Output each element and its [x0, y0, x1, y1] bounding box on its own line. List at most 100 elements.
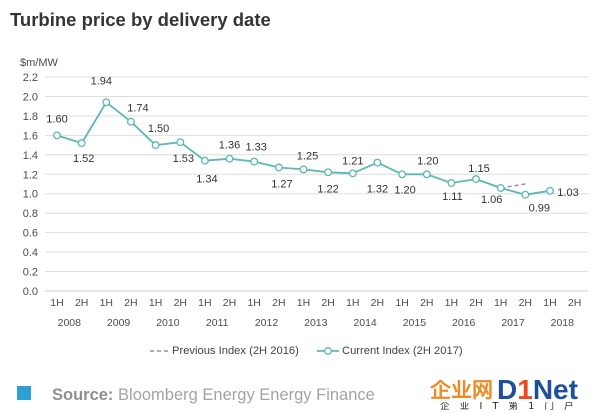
x-tick-label: 2H	[469, 297, 482, 309]
source-name: Bloomberg Energy Energy Finance	[118, 386, 375, 404]
watermark-letter-d: D	[497, 374, 518, 405]
data-point	[200, 156, 209, 165]
x-tick-label: 1H	[297, 297, 310, 309]
legend-swatch-dashed-line	[150, 350, 168, 352]
x-tick-label: 2H	[174, 297, 187, 309]
x-tick-label: 1H	[100, 297, 113, 309]
gridlines	[45, 76, 588, 292]
series-current-index-2h-2017: 1.60 1.52 1.94 1.741.50 1.531.34 1.36 1.33 1.27…	[46, 75, 578, 214]
data-label: 1.20	[394, 184, 415, 196]
data-label: 1.25	[297, 150, 318, 162]
x-tick-label: 2H	[75, 297, 88, 309]
watermark-brand-en: D1Net	[497, 376, 578, 404]
y-tick-label: 0.2	[23, 267, 38, 279]
x-tick-label: 1H	[50, 297, 63, 309]
x-year-label: 2012	[255, 317, 279, 329]
data-label: 0.99	[529, 203, 550, 215]
data-point	[398, 170, 407, 179]
data-label: 1.27	[271, 179, 292, 191]
x-year-label: 2008	[58, 317, 82, 329]
legend-item-previous-index: Previous Index (2H 2016)	[150, 345, 299, 357]
x-tick-label: 1H	[149, 297, 162, 309]
x-tick-label: 2H	[519, 297, 532, 309]
chart-title: Turbine price by delivery date	[10, 9, 271, 30]
data-label: 1.32	[367, 184, 388, 196]
data-label: 1.34	[196, 174, 217, 186]
data-label: 1.33	[245, 142, 266, 154]
watermark-net: Net	[532, 374, 578, 405]
x-tick-label: 1H	[247, 297, 260, 309]
data-point	[53, 131, 61, 140]
legend-label-current-index: Current Index (2H 2017)	[342, 345, 463, 357]
x-tick-label: 1H	[445, 297, 458, 309]
data-point	[324, 168, 333, 177]
data-point	[77, 139, 86, 148]
x-year-label: 2009	[107, 317, 131, 329]
x-axis-ticks: 1H 2H 1H 2H 1H 2H 1H 2H 1H 2H 1H 2H 1H 2H 1H 2H 1H 2H 1H 2H…	[50, 297, 581, 329]
x-year-label: 2013	[304, 317, 328, 329]
legend-label-previous-index: Previous Index (2H 2016)	[172, 345, 299, 357]
legend-item-current-index: Current Index (2H 2017)	[317, 345, 463, 357]
watermark-digit-1: 1	[517, 374, 533, 405]
data-label: 1.06	[481, 194, 502, 206]
x-tick-label: 2H	[420, 297, 433, 309]
data-label: 1.15	[468, 163, 489, 175]
data-label: 1.03	[557, 187, 578, 199]
y-tick-label: 1.8	[23, 111, 38, 123]
data-label: 1.52	[73, 153, 94, 165]
data-label: 1.60	[46, 113, 67, 125]
x-tick-label: 2H	[568, 297, 581, 309]
x-year-label: 2011	[206, 317, 229, 329]
x-tick-label: 2H	[371, 297, 384, 309]
y-axis-unit-label: $m/MW	[20, 57, 59, 69]
x-tick-label: 1H	[543, 297, 556, 309]
legend-swatch-line-with-marker	[317, 347, 339, 355]
x-tick-label: 1H	[346, 297, 359, 309]
y-tick-label: 1.6	[23, 130, 38, 142]
data-point	[102, 98, 111, 107]
data-label: 1.53	[173, 153, 194, 165]
data-label: 1.20	[417, 155, 438, 167]
data-point	[250, 157, 259, 166]
data-point	[151, 141, 160, 150]
data-point	[496, 183, 505, 192]
y-tick-label: 1.0	[23, 189, 38, 201]
x-tick-label: 1H	[494, 297, 507, 309]
data-label: 1.21	[342, 155, 363, 167]
data-label: 1.74	[127, 103, 148, 115]
watermark-tagline: 企 业 I T 第 1 门 户	[440, 402, 578, 412]
y-tick-label: 2.2	[23, 72, 38, 84]
y-tick-label: 0.6	[23, 228, 38, 240]
x-year-label: 2016	[452, 317, 476, 329]
data-point	[348, 169, 357, 178]
source-label: Source:	[52, 386, 114, 404]
data-point	[274, 163, 283, 172]
data-label: 1.94	[91, 75, 112, 87]
data-point	[225, 154, 234, 163]
y-axis-ticks: 2.2 2.0 1.8 1.6 1.4 1.2 1.0 0.8 0.6 0.4 0.2 0.0	[23, 72, 38, 298]
x-tick-label: 2H	[272, 297, 285, 309]
x-tick-label: 2H	[223, 297, 236, 309]
y-tick-label: 0.4	[23, 247, 38, 259]
data-label: 1.50	[148, 123, 169, 135]
source-marker	[17, 386, 31, 400]
data-point	[472, 175, 480, 184]
x-tick-label: 1H	[395, 297, 408, 309]
data-point	[176, 138, 185, 147]
x-year-label: 2018	[551, 317, 575, 329]
data-point	[422, 170, 431, 179]
x-year-label: 2017	[501, 317, 525, 329]
data-point	[521, 190, 530, 199]
data-point	[373, 158, 382, 167]
x-tick-label: 1H	[198, 297, 211, 309]
y-tick-label: 0.0	[23, 286, 38, 298]
x-tick-label: 2H	[321, 297, 334, 309]
x-year-label: 2015	[403, 317, 427, 329]
data-point	[126, 117, 135, 126]
source-note: Source: Bloomberg Energy Energy Finance	[52, 387, 375, 404]
data-point	[447, 179, 456, 187]
watermark-brand-cn: 企业网	[430, 380, 493, 401]
x-year-label: 2010	[156, 317, 180, 329]
data-label: 1.22	[317, 183, 338, 195]
